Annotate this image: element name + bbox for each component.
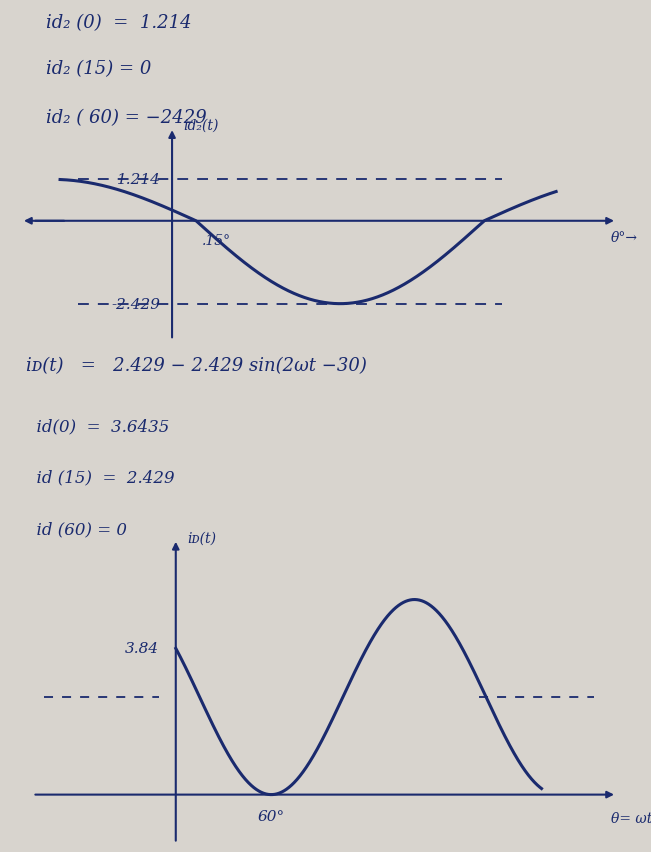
Text: 60°: 60° [258,809,285,823]
Text: iᴅ(t)   =   2.429 − 2.429 sin(2ωt −30): iᴅ(t) = 2.429 − 2.429 sin(2ωt −30) [26,356,367,374]
Text: iᴅ(t): iᴅ(t) [187,531,216,545]
Text: id₂ (0)  =  1.214: id₂ (0) = 1.214 [46,14,191,32]
Text: θ= ωt →: θ= ωt → [611,811,651,825]
Text: id (60) = 0: id (60) = 0 [26,521,127,538]
Text: id(0)  =  3.6435: id(0) = 3.6435 [26,418,169,435]
Text: id (15)  =  2.429: id (15) = 2.429 [26,469,174,486]
Text: .15°: .15° [202,233,231,248]
Text: θ°→: θ°→ [611,231,638,245]
Text: id₂ (15) = 0: id₂ (15) = 0 [46,60,151,78]
Text: id₂ ( 60) = −2429: id₂ ( 60) = −2429 [46,108,206,127]
Text: id₂(t): id₂(t) [184,118,219,132]
Text: 3.84: 3.84 [124,642,159,655]
Text: 1.214: 1.214 [117,173,161,187]
Text: -2.429: -2.429 [111,297,161,311]
